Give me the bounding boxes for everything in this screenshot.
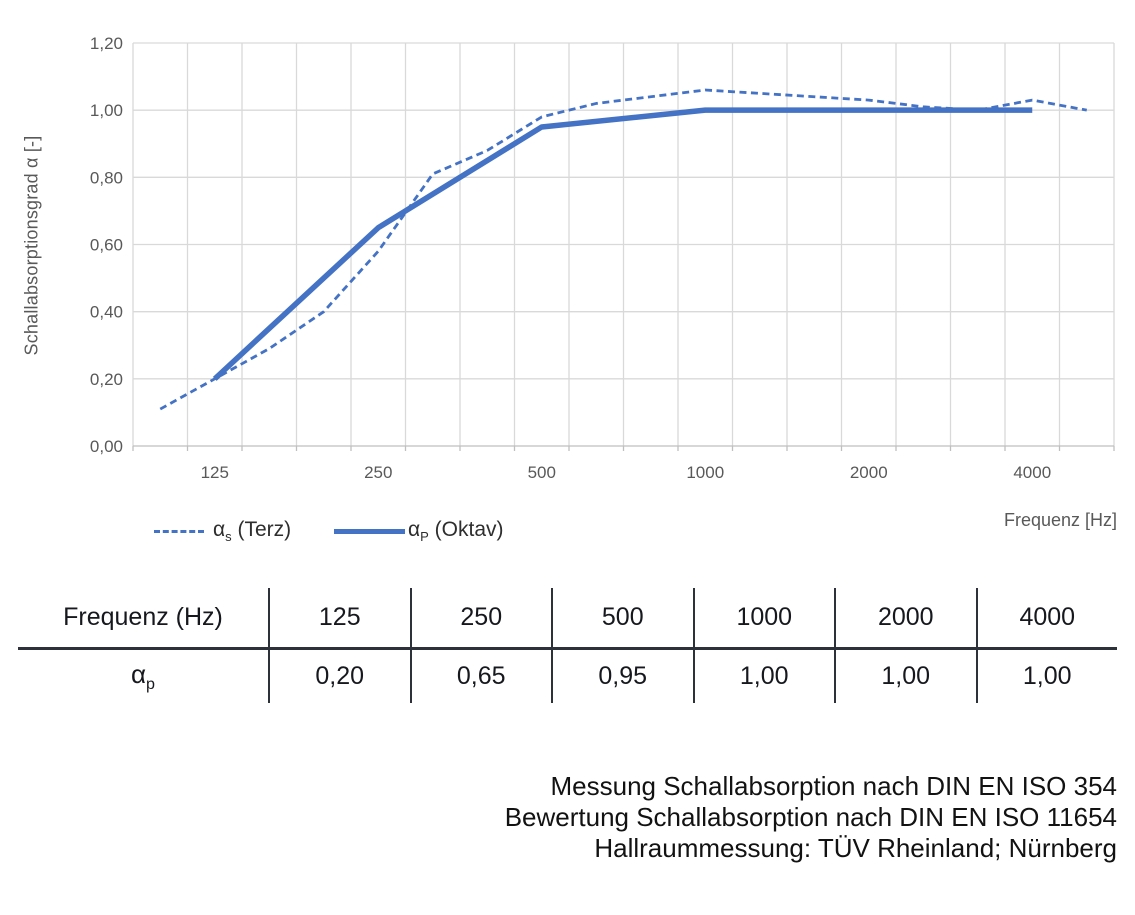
x-tick-label: 2000 (850, 463, 888, 482)
x-tick-label: 125 (201, 463, 229, 482)
x-tick-label: 250 (364, 463, 392, 482)
series-alpha-p-oktav-line (212, 107, 1033, 381)
table-alpha-value-cell: 0,95 (551, 650, 693, 703)
y-tick-label: 0,40 (90, 303, 123, 322)
table-alpha-value-cell: 1,00 (834, 650, 976, 703)
solid-line-swatch (334, 528, 405, 534)
legend-item-terz: αs (Terz) (154, 517, 291, 545)
x-tick-label: 500 (528, 463, 556, 482)
absorption-line-chart: 0,00 0,20 0,40 0,60 0,80 1,00 1,20 125 250 500 100… (90, 34, 1115, 482)
y-axis-title: Schallabsorptionsgrad α [-] (21, 135, 42, 356)
measurement-notes: Messung Schallabsorption nach DIN EN ISO… (505, 771, 1117, 864)
table-frequency-cell: 125 (268, 588, 410, 650)
table-alpha-value-cell: 1,00 (975, 650, 1118, 703)
legend-label-terz: αs (Terz) (213, 517, 292, 545)
legend-item-oktav: αP (Oktav) (334, 517, 504, 545)
note-line-2: Bewertung Schallabsorption nach DIN EN I… (504, 802, 1117, 832)
dashed-line-swatch (154, 529, 204, 533)
y-tick-label: 1,00 (90, 101, 123, 120)
table-alpha-value-cell: 1,00 (692, 650, 835, 703)
y-tick-label: 0,60 (90, 236, 123, 255)
y-tick-label: 0,80 (90, 168, 123, 187)
table-alpha-value-cell: 0,20 (268, 650, 410, 703)
y-tick-label: 1,20 (90, 34, 123, 53)
alpha-p-table: Frequenz (Hz) 125 250 500 1000 2000 4000 αp 0,… (18, 588, 1117, 703)
y-tick-label: 0,20 (90, 370, 123, 389)
table-alpha-value-cell: 0,65 (409, 650, 552, 703)
y-tick-label: 0,00 (90, 437, 123, 456)
table-frequency-cell: 250 (409, 588, 551, 650)
table-header-frequenz: Frequenz (Hz) (18, 588, 268, 650)
table-frequency-cell: 500 (551, 588, 693, 650)
x-axis-title: Frequenz [Hz] (1003, 510, 1117, 530)
table-row-label-alpha-p: αp (131, 658, 155, 694)
x-tick-label: 1000 (686, 463, 724, 482)
table-frequency-cell: 4000 (975, 588, 1117, 650)
legend-label-oktav: αP (Oktav) (408, 517, 504, 545)
note-line-1: Messung Schallabsorption nach DIN EN ISO… (550, 771, 1117, 801)
note-line-3: Hallraummessung: TÜV Rheinland; Nürnberg (594, 833, 1117, 863)
table-frequency-cell: 2000 (834, 588, 976, 650)
x-tick-label: 4000 (1013, 463, 1051, 482)
table-frequency-cell: 1000 (692, 588, 834, 650)
